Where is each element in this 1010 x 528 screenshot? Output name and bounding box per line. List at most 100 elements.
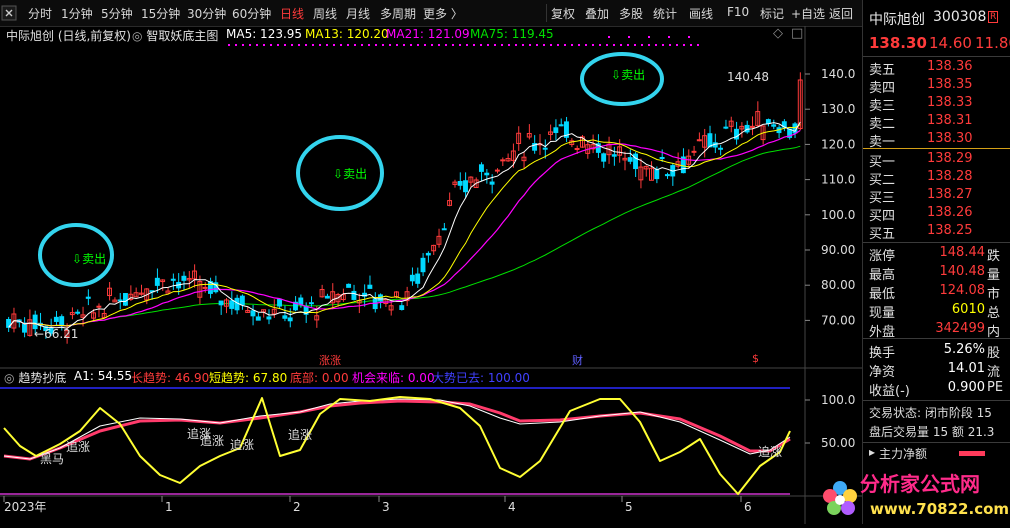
signal-dot (669, 44, 671, 46)
chance-legend: 机会来临: 0.00 (352, 371, 435, 385)
draw-line-button[interactable]: 画线 (689, 7, 714, 21)
restore-rights-button[interactable]: 复权 (551, 7, 576, 21)
limit-up-event[interactable]: 涨涨 (319, 352, 341, 368)
price-change-pct: 11.80 (975, 34, 1010, 52)
sub-signal-label: 追涨 (200, 434, 225, 448)
candle-body (415, 273, 421, 284)
highlight-circle (580, 52, 664, 106)
signal-dot (249, 44, 251, 46)
stat-row: 收益(-) 0.900 PE (863, 380, 1010, 399)
period-tab-5min[interactable]: 5分钟 (101, 7, 133, 21)
candle-body (627, 157, 633, 162)
multi-stock-button[interactable]: 多股 (619, 7, 644, 21)
period-tab-60min[interactable]: 60分钟 (232, 7, 272, 21)
candle-body (340, 294, 346, 301)
add-watchlist-button[interactable]: +自选 (791, 7, 826, 21)
signal-dot (424, 44, 426, 46)
stat-row: 外盘 342499 内 (863, 321, 1010, 340)
period-tab-1min[interactable]: 1分钟 (61, 7, 93, 21)
stat-label: 换手 (869, 346, 896, 361)
period-tab-more[interactable]: 更多 〉 (423, 7, 463, 21)
candle-body (351, 290, 357, 300)
sub-signal-label: 黑马 (40, 452, 65, 466)
close-icon[interactable] (0, 4, 18, 22)
period-tab-15min[interactable]: 15分钟 (141, 7, 181, 21)
diamond-icon[interactable]: ◇ (773, 26, 783, 41)
candle-body (659, 157, 665, 160)
signal-dot (557, 44, 559, 46)
candle-body (723, 126, 729, 129)
fund-flow[interactable]: ▸ 主力净额 (863, 445, 1010, 463)
stat-extra-label: 量 (987, 268, 1001, 283)
signal-dot (585, 44, 587, 46)
period-tab-multi[interactable]: 多周期 (380, 7, 417, 21)
order-book-price: 138.29 (927, 151, 973, 166)
close-icon[interactable]: □ (791, 26, 804, 41)
candle-body (101, 312, 107, 318)
stat-row: 涨停 148.44 跌 (863, 245, 1010, 264)
y-tick-label: 140.0 (821, 67, 855, 81)
y-tick-label: 80.00 (821, 278, 855, 292)
candle-body (197, 280, 203, 298)
candle-body (314, 315, 320, 321)
candle-body (330, 291, 336, 304)
signal-dot (683, 44, 685, 46)
stock-header: 中际旭创 300308 R (863, 9, 1010, 28)
statistics-button[interactable]: 统计 (653, 7, 678, 21)
stat-value: 6010 (951, 302, 985, 317)
stat-value: 140.48 (939, 264, 986, 279)
order-book-row: 买二 138.28 (863, 169, 1010, 188)
stat-label: 净资 (869, 365, 896, 380)
candle-body (107, 287, 112, 297)
signal-dot (606, 44, 608, 46)
signal-dot (410, 44, 412, 46)
sub-indicator-name[interactable]: ◎ 趋势抄底 (4, 369, 66, 386)
signal-dot (550, 44, 552, 46)
signal-dot (697, 44, 699, 46)
candle-body (399, 305, 405, 310)
candle-body (707, 133, 713, 148)
margin-badge: R (988, 11, 999, 23)
f10-button[interactable]: F10 (727, 5, 750, 19)
signal-dot (543, 44, 545, 46)
dividend-event[interactable]: $ (752, 352, 759, 365)
y-tick-label: 130.0 (821, 102, 855, 116)
period-tab-daily[interactable]: 日线 (280, 7, 305, 21)
stat-label: 最高 (869, 268, 896, 283)
candle-body (749, 125, 755, 128)
signal-dot (501, 44, 503, 46)
x-tick-label: 4 (508, 500, 516, 514)
mark-button[interactable]: 标记 (760, 7, 785, 21)
candle-body (85, 296, 91, 299)
period-tab-monthly[interactable]: 月线 (346, 7, 371, 21)
signal-dot (298, 44, 300, 46)
order-book-row: 买四 138.26 (863, 205, 1010, 224)
kline-chart[interactable]: 140.0 130.0 120.0 110.0 100.0 90.00 80.00 70.00… (0, 26, 862, 524)
finance-event[interactable]: 财 (572, 354, 583, 367)
overlay-button[interactable]: 叠加 (585, 7, 610, 21)
candle-body (293, 301, 298, 311)
candle-body (590, 144, 596, 150)
sub-signal-label: 追涨 (230, 438, 255, 452)
window-control[interactable] (0, 4, 18, 22)
stat-value: 124.08 (939, 283, 986, 298)
period-tab-weekly[interactable]: 周线 (313, 7, 338, 21)
candle-body (447, 200, 453, 206)
candle-body (192, 270, 197, 280)
down-arrow-icon: ⇩ (72, 252, 83, 266)
stat-value: 0.900 (947, 380, 985, 395)
period-tab-fenshi[interactable]: 分时 (28, 7, 53, 21)
candle-body (112, 299, 118, 303)
candle-body (277, 298, 282, 307)
divider (863, 56, 1010, 57)
signal-dot (641, 44, 643, 46)
down-arrow-icon: ⇩ (333, 167, 344, 181)
indicator-name[interactable]: ◎ 智取妖底主图 (132, 27, 218, 44)
signal-dot (536, 44, 538, 46)
back-button[interactable]: 返回 (829, 7, 854, 21)
candle-body (463, 180, 468, 193)
order-book-price: 138.25 (927, 223, 973, 238)
candle-body (548, 131, 553, 135)
candle-body (622, 157, 628, 161)
period-tab-30min[interactable]: 30分钟 (187, 7, 227, 21)
